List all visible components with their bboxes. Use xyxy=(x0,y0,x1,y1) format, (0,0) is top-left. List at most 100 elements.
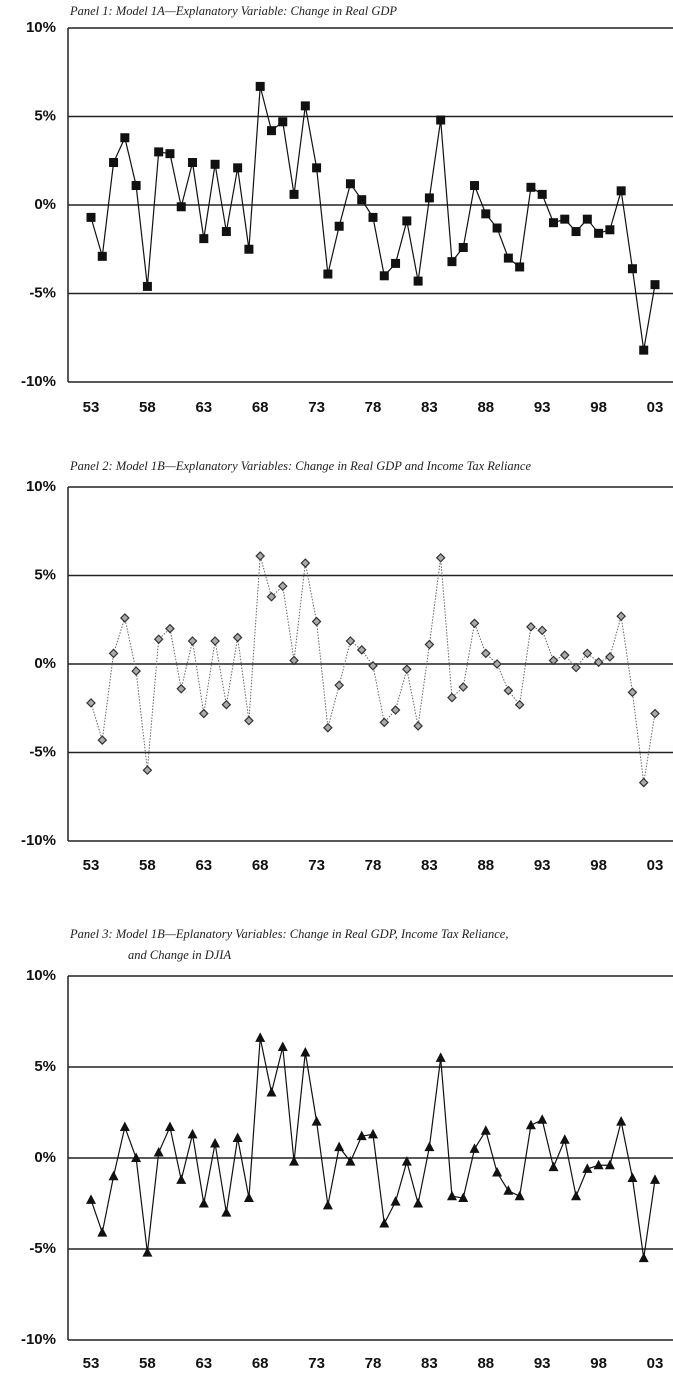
marker xyxy=(593,1159,604,1170)
marker xyxy=(357,195,367,205)
panel-title: Panel 1: Model 1A—Explanatory Variable: … xyxy=(69,4,397,18)
marker xyxy=(469,618,480,629)
marker xyxy=(526,182,536,192)
marker xyxy=(210,159,220,169)
marker xyxy=(616,1116,627,1126)
marker xyxy=(289,189,299,199)
marker xyxy=(447,692,457,703)
marker xyxy=(255,81,265,91)
marker xyxy=(571,1190,582,1201)
marker xyxy=(503,253,513,263)
marker xyxy=(401,1156,412,1166)
marker xyxy=(243,1192,254,1203)
marker xyxy=(638,1252,649,1263)
marker xyxy=(232,1132,243,1142)
marker xyxy=(97,735,108,745)
marker xyxy=(390,1196,401,1206)
x-tick-label: 68 xyxy=(252,1355,269,1372)
marker xyxy=(503,1185,514,1195)
marker xyxy=(108,648,119,659)
marker xyxy=(537,625,548,636)
x-tick-label: 93 xyxy=(534,857,551,874)
marker xyxy=(391,258,401,268)
marker xyxy=(605,652,615,662)
marker xyxy=(390,705,401,715)
marker xyxy=(334,221,344,231)
marker xyxy=(176,683,187,694)
marker xyxy=(165,623,175,634)
marker xyxy=(639,345,649,355)
marker xyxy=(97,251,107,261)
y-tick-label: 0% xyxy=(34,655,56,672)
marker xyxy=(86,212,96,222)
marker xyxy=(447,257,457,267)
marker xyxy=(199,234,209,244)
y-tick-label: -10% xyxy=(21,832,56,849)
marker xyxy=(289,655,299,666)
marker xyxy=(154,147,164,157)
marker xyxy=(525,1119,536,1130)
marker xyxy=(278,117,288,127)
marker xyxy=(470,181,480,191)
marker xyxy=(334,680,345,691)
marker xyxy=(232,632,243,643)
marker xyxy=(514,1190,525,1201)
marker xyxy=(492,1167,503,1177)
marker xyxy=(616,186,626,196)
x-tick-label: 53 xyxy=(83,857,100,874)
marker xyxy=(424,1141,435,1152)
y-tick-label: -10% xyxy=(21,1331,56,1348)
x-tick-label: 88 xyxy=(477,399,494,416)
x-tick-label: 03 xyxy=(647,1355,664,1372)
marker xyxy=(604,1159,615,1170)
y-tick-label: 0% xyxy=(34,1149,56,1166)
marker xyxy=(594,228,604,238)
marker xyxy=(221,1207,232,1217)
marker xyxy=(142,765,153,776)
x-tick-label: 58 xyxy=(139,399,156,416)
x-tick-label: 03 xyxy=(647,399,664,416)
marker xyxy=(334,1141,345,1152)
y-tick-label: 5% xyxy=(34,566,56,583)
x-tick-label: 88 xyxy=(477,857,494,874)
y-tick-label: -5% xyxy=(29,743,56,760)
panel-title: and Change in DJIA xyxy=(128,948,231,962)
marker xyxy=(311,1116,322,1126)
marker xyxy=(526,621,536,632)
marker xyxy=(300,1046,311,1057)
x-tick-label: 53 xyxy=(83,399,100,416)
y-tick-label: -10% xyxy=(21,373,56,390)
x-tick-label: 63 xyxy=(195,857,212,874)
marker xyxy=(322,1199,333,1210)
marker xyxy=(559,650,570,660)
marker xyxy=(413,276,423,286)
marker xyxy=(446,1190,457,1201)
marker xyxy=(142,281,152,291)
marker xyxy=(537,189,547,199)
x-tick-label: 93 xyxy=(534,1355,551,1372)
y-tick-label: 0% xyxy=(34,196,56,213)
y-tick-label: -5% xyxy=(29,1240,56,1257)
x-tick-label: 78 xyxy=(365,399,382,416)
marker xyxy=(266,126,276,136)
marker xyxy=(120,133,130,143)
x-tick-label: 58 xyxy=(139,1355,156,1372)
marker xyxy=(481,209,491,219)
marker xyxy=(627,264,637,274)
data-line xyxy=(90,1037,656,1259)
marker xyxy=(176,202,186,212)
y-tick-label: 5% xyxy=(34,1058,56,1075)
x-tick-label: 83 xyxy=(421,1355,438,1372)
marker xyxy=(187,636,198,646)
x-tick-label: 88 xyxy=(477,1355,494,1372)
marker xyxy=(480,648,491,659)
marker xyxy=(424,639,435,650)
marker xyxy=(436,115,446,125)
marker xyxy=(469,1143,480,1153)
marker xyxy=(131,1152,142,1162)
marker xyxy=(515,262,525,272)
marker xyxy=(650,1174,660,1184)
x-tick-label: 98 xyxy=(590,1355,607,1372)
marker xyxy=(210,636,220,646)
